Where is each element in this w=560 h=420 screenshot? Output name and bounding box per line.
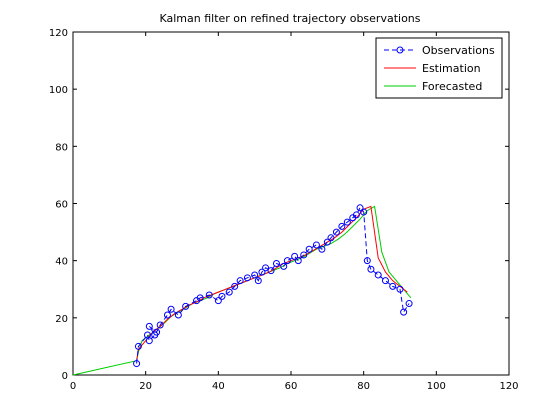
observation-point: [251, 271, 259, 279]
observation-point: [318, 245, 326, 253]
y-tick-label: 80: [55, 142, 68, 153]
observation-point: [218, 292, 226, 300]
series-layer: [72, 204, 413, 376]
x-tick-label: 100: [427, 381, 446, 392]
x-tick-label: 20: [139, 381, 152, 392]
y-tick-label: 0: [62, 371, 68, 382]
observation-point: [254, 277, 262, 285]
observation-point: [400, 308, 408, 316]
observation-point: [145, 322, 153, 330]
observation-point: [389, 282, 397, 290]
observation-point: [280, 262, 288, 270]
observation-point: [405, 300, 413, 308]
observation-point: [134, 342, 142, 350]
y-tick-label: 60: [55, 200, 68, 211]
observation-point: [174, 311, 182, 319]
observation-point: [196, 294, 204, 302]
observation-point: [258, 268, 266, 276]
x-tick-label: 80: [357, 381, 370, 392]
observation-point: [205, 291, 213, 299]
observation-point: [327, 234, 335, 242]
observation-point: [267, 267, 275, 275]
legend-label: Observations: [422, 44, 495, 57]
y-tick-label: 40: [55, 257, 68, 268]
observation-point: [225, 288, 233, 296]
observation-point: [272, 260, 280, 268]
observation-point: [367, 265, 375, 273]
y-axis: 0 20 40 60 80 100 120: [49, 28, 509, 382]
observation-point: [360, 208, 368, 216]
y-tick-label: 120: [49, 28, 68, 39]
legend-label: Estimation: [422, 62, 481, 75]
observation-point: [305, 245, 313, 253]
observation-point: [294, 257, 302, 265]
observation-point: [163, 311, 171, 319]
x-tick-label: 60: [285, 381, 298, 392]
observation-point: [363, 257, 371, 265]
observation-point: [381, 277, 389, 285]
observation-point: [262, 264, 270, 272]
y-tick-label: 100: [49, 85, 68, 96]
observation-point: [167, 305, 175, 313]
observation-point: [338, 222, 346, 230]
observation-point: [283, 257, 291, 265]
observation-point: [323, 238, 331, 246]
observation-point: [236, 277, 244, 285]
observation-point: [352, 211, 360, 219]
observation-point: [243, 274, 251, 282]
observation-point: [374, 271, 382, 279]
legend-marker: [396, 46, 404, 54]
observation-point: [396, 285, 404, 293]
observation-point: [231, 282, 239, 290]
y-tick-label: 20: [55, 314, 68, 325]
x-tick-label: 40: [212, 381, 225, 392]
observation-point: [343, 218, 351, 226]
observation-point: [156, 321, 164, 329]
x-tick-label: 0: [70, 381, 76, 392]
legend: Observations Estimation Forecasted: [375, 37, 503, 99]
observation-point: [133, 360, 141, 368]
legend-label: Forecasted: [422, 80, 482, 93]
observation-point: [312, 241, 320, 249]
observation-point: [182, 302, 190, 310]
observation-point: [300, 251, 308, 259]
observation-point: [145, 337, 153, 345]
observation-point: [214, 297, 222, 305]
observation-point: [332, 228, 340, 236]
observation-point: [153, 328, 161, 336]
observation-point: [291, 252, 299, 260]
x-axis: 0 20 40 60 80 100 120: [70, 32, 519, 392]
x-tick-label: 120: [499, 381, 518, 392]
observation-point: [356, 204, 364, 212]
chart-title: Kalman filter on refined trajectory obse…: [159, 12, 420, 25]
